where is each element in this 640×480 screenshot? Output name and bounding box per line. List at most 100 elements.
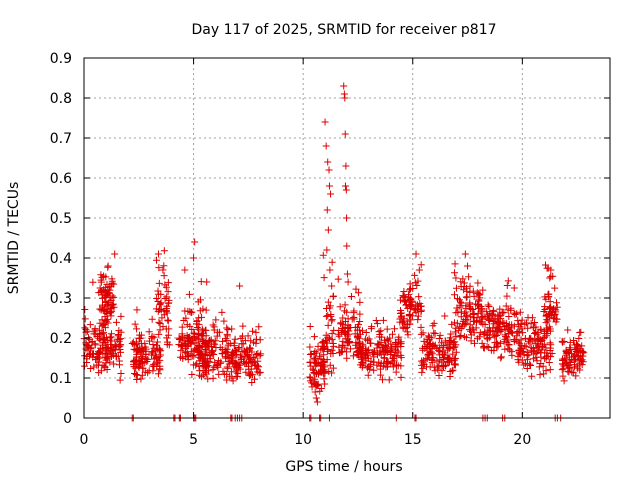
data-point bbox=[306, 323, 314, 331]
data-point bbox=[520, 348, 528, 356]
data-point bbox=[133, 350, 141, 358]
data-point bbox=[321, 118, 329, 126]
data-point bbox=[246, 344, 254, 352]
data-point bbox=[338, 341, 346, 349]
data-point bbox=[483, 308, 491, 316]
data-point bbox=[117, 335, 125, 343]
data-point bbox=[538, 342, 546, 350]
data-point bbox=[231, 335, 239, 343]
data-point bbox=[563, 349, 571, 357]
data-point bbox=[154, 287, 162, 295]
data-point bbox=[396, 315, 404, 323]
data-point bbox=[527, 344, 535, 352]
data-point bbox=[395, 333, 403, 341]
data-point bbox=[306, 373, 314, 381]
data-point bbox=[155, 250, 163, 258]
data-point bbox=[345, 330, 353, 338]
data-point bbox=[156, 320, 164, 328]
data-point bbox=[356, 345, 364, 353]
data-point bbox=[161, 295, 169, 303]
data-point bbox=[329, 349, 337, 357]
data-point bbox=[190, 254, 198, 262]
data-point bbox=[546, 274, 554, 282]
data-point bbox=[133, 306, 141, 314]
data-point bbox=[316, 352, 324, 360]
data-point bbox=[210, 350, 218, 358]
data-point bbox=[392, 340, 400, 348]
data-point bbox=[138, 344, 146, 352]
data-point bbox=[95, 349, 103, 357]
y-tick-label: 0 bbox=[63, 411, 72, 427]
data-point bbox=[473, 313, 481, 321]
data-point bbox=[343, 354, 351, 362]
data-point bbox=[385, 376, 393, 384]
data-point bbox=[503, 292, 511, 300]
data-point bbox=[132, 338, 140, 346]
data-point bbox=[106, 334, 114, 342]
data-point bbox=[338, 347, 346, 355]
data-point bbox=[446, 355, 454, 363]
data-point bbox=[327, 310, 335, 318]
data-point bbox=[530, 355, 538, 363]
data-point bbox=[251, 361, 259, 369]
data-point bbox=[535, 363, 543, 371]
data-point bbox=[115, 335, 123, 343]
data-point bbox=[438, 358, 446, 366]
data-point bbox=[93, 332, 101, 340]
data-point bbox=[375, 333, 383, 341]
data-point bbox=[137, 375, 145, 383]
data-point bbox=[500, 320, 508, 328]
data-point bbox=[370, 366, 378, 374]
data-point bbox=[547, 266, 555, 274]
data-point bbox=[341, 182, 349, 190]
data-point bbox=[181, 266, 189, 274]
data-point bbox=[415, 266, 423, 274]
data-point bbox=[508, 321, 516, 329]
data-point bbox=[496, 326, 504, 334]
data-point bbox=[541, 333, 549, 341]
data-point bbox=[198, 343, 206, 351]
data-point bbox=[436, 344, 444, 352]
data-point bbox=[470, 310, 478, 318]
data-point bbox=[152, 341, 160, 349]
data-point bbox=[102, 297, 110, 305]
data-point bbox=[247, 371, 255, 379]
data-point bbox=[106, 358, 114, 366]
data-point bbox=[403, 328, 411, 336]
data-point bbox=[419, 329, 427, 337]
data-point bbox=[553, 315, 561, 323]
data-point bbox=[522, 343, 530, 351]
data-point bbox=[515, 320, 523, 328]
data-point bbox=[212, 316, 220, 324]
data-point bbox=[130, 370, 138, 378]
data-point bbox=[508, 348, 516, 356]
data-point bbox=[380, 354, 388, 362]
data-point bbox=[130, 358, 138, 366]
data-point bbox=[439, 354, 447, 362]
data-point bbox=[343, 214, 351, 222]
y-tick-label: 0.3 bbox=[50, 291, 72, 307]
axis-ticks: 0 0.1 0.2 0.3 0.4 0.5 0.6 0.7 0.8 0.9 0 5 10 15 20 bbox=[50, 51, 610, 448]
y-tick-label: 0.4 bbox=[50, 251, 72, 267]
data-point bbox=[375, 358, 383, 366]
data-point bbox=[546, 366, 554, 374]
data-point bbox=[328, 317, 336, 325]
data-point bbox=[108, 337, 116, 345]
data-point bbox=[244, 332, 252, 340]
data-point bbox=[494, 319, 502, 327]
data-point bbox=[548, 349, 556, 357]
data-point bbox=[383, 346, 391, 354]
data-point bbox=[352, 285, 360, 293]
data-point bbox=[544, 317, 552, 325]
data-point bbox=[223, 330, 231, 338]
data-point bbox=[448, 367, 456, 375]
data-point bbox=[450, 319, 458, 327]
data-point bbox=[157, 299, 165, 307]
data-point bbox=[414, 316, 422, 324]
data-point bbox=[470, 292, 478, 300]
data-point bbox=[134, 345, 142, 353]
data-point bbox=[198, 373, 206, 381]
data-point bbox=[243, 358, 251, 366]
data-point bbox=[163, 334, 171, 342]
data-point bbox=[356, 330, 364, 338]
